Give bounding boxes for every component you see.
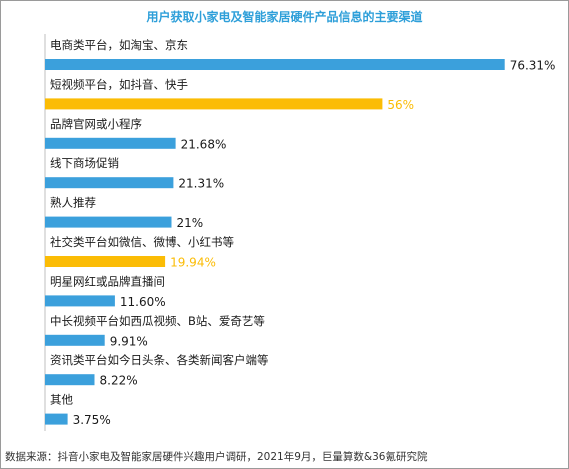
category-label: 资讯类平台如今日头条、各类新闻客户端等	[50, 353, 269, 367]
category-label: 其他	[50, 393, 73, 407]
value-label: 21%	[177, 216, 204, 230]
value-label: 76.31%	[510, 59, 556, 73]
category-label: 短视频平台，如抖音、快手	[50, 77, 188, 91]
value-label: 56%	[387, 98, 414, 112]
value-label: 21.68%	[181, 137, 227, 151]
category-label: 中长视频平台如西瓜视频、B站、爱奇艺等	[50, 314, 265, 328]
bar	[45, 295, 115, 307]
source-note: 数据来源：抖音小家电及智能家居硬件兴趣用户调研，2021年9月，巨量算数&36氪…	[5, 450, 428, 463]
category-label: 明星网红或品牌直播间	[50, 274, 165, 288]
value-label: 9.91%	[110, 334, 148, 348]
value-label: 19.94%	[170, 256, 216, 270]
bar	[45, 98, 383, 110]
bar	[45, 374, 95, 386]
bar	[45, 256, 166, 267]
bar	[45, 59, 505, 70]
category-label: 线下商场促销	[50, 156, 119, 170]
bar	[45, 216, 172, 228]
value-label: 3.75%	[73, 413, 111, 427]
chart-title: 用户获取小家电及智能家居硬件产品信息的主要渠道	[145, 9, 422, 24]
bar	[45, 137, 176, 149]
bars-group: 电商类平台，如淘宝、京东 76.31% 短视频平台，如抖音、快手 56% 品牌官网或小程…	[45, 38, 555, 427]
category-label: 电商类平台，如淘宝、京东	[50, 38, 188, 52]
bar	[45, 334, 105, 346]
category-label: 品牌官网或小程序	[50, 117, 142, 131]
bar	[45, 413, 68, 425]
value-label: 11.60%	[120, 295, 166, 309]
value-label: 21.31%	[178, 177, 224, 191]
category-label: 社交类平台如微信、微博、小红书等	[50, 235, 234, 249]
category-label: 熟人推荐	[50, 196, 96, 210]
bar	[45, 177, 174, 189]
value-label: 8.22%	[100, 374, 138, 388]
